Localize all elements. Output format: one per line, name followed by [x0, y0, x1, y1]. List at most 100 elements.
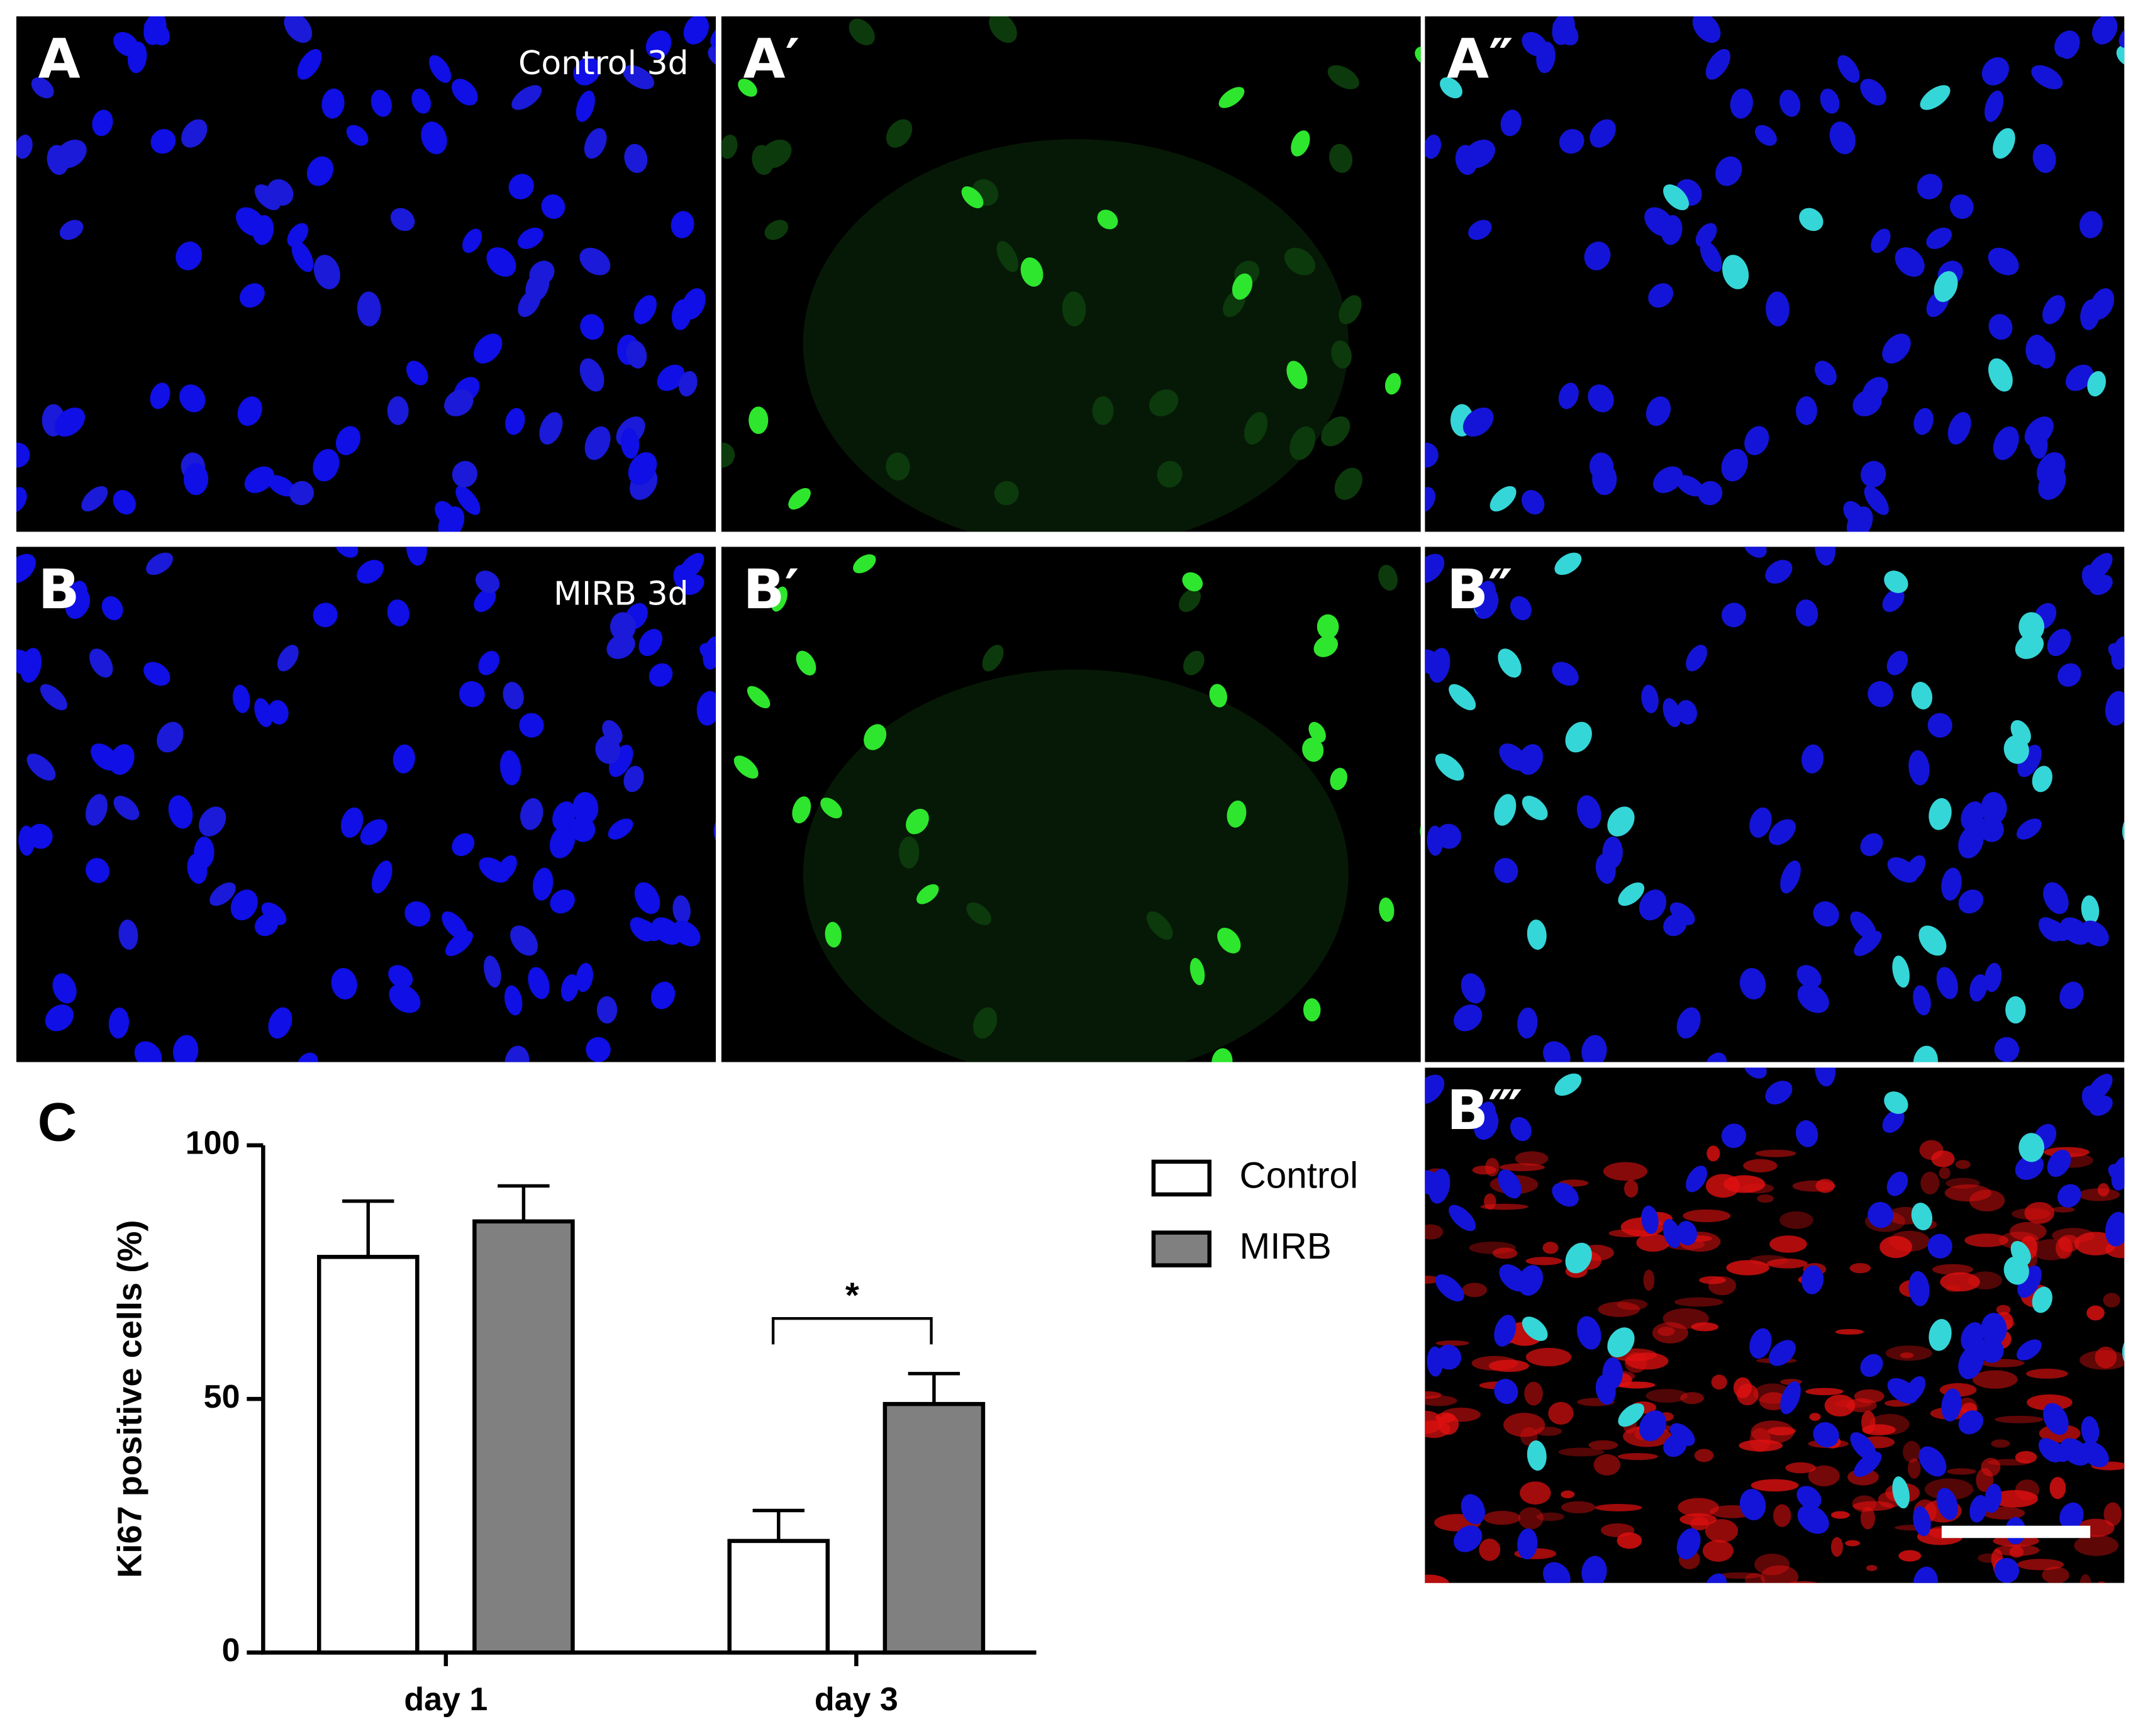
- nucleus: [1705, 1573, 1727, 1583]
- nucleus: [1489, 486, 1517, 512]
- nucleus: [209, 882, 236, 906]
- cytoplasm-stain: [1598, 1301, 1640, 1317]
- nucleus: [1663, 184, 1690, 211]
- nucleus: [634, 882, 660, 915]
- nucleus: [393, 744, 415, 774]
- cytoplasm-stain: [1939, 1167, 1951, 1179]
- nucleus: [1500, 109, 1522, 136]
- nucleus: [1908, 750, 1930, 786]
- nucleus: [442, 911, 468, 940]
- nucleus: [1686, 1166, 1708, 1193]
- nucleus: [267, 475, 296, 497]
- nucleus: [444, 389, 474, 416]
- nucleus: [2081, 895, 2100, 925]
- nucleus: [268, 1007, 292, 1039]
- cytoplasm-stain: [2049, 1477, 2066, 1500]
- nucleus: [1765, 1081, 1793, 1104]
- nucleus: [1461, 973, 1485, 1004]
- nucleus: [1695, 223, 1717, 247]
- cytoplasm-stain: [1593, 1454, 1621, 1476]
- nucleus: [118, 919, 138, 950]
- nucleus: [671, 211, 694, 238]
- nucleus: [113, 796, 140, 820]
- micrograph: A′: [721, 16, 1421, 532]
- nucleus: [1576, 795, 1601, 829]
- nucleus: [1517, 1528, 1538, 1560]
- legend-label: Control: [1239, 1155, 1358, 1196]
- nucleus: [1749, 1328, 1772, 1359]
- cytoplasm-stain: [1787, 1581, 1819, 1583]
- nucleus: [2047, 1149, 2071, 1177]
- nucleus: [1994, 1037, 2020, 1062]
- nucleus: [1183, 650, 1205, 676]
- nucleus: [1639, 889, 1667, 921]
- nucleus: [52, 973, 77, 1004]
- nucleus: [560, 974, 579, 1002]
- cytoplasm-stain: [2051, 1206, 2075, 1213]
- nucleus: [1882, 588, 1905, 613]
- nucleus: [1427, 1346, 1444, 1377]
- cytoplasm-stain: [2074, 1535, 2119, 1556]
- nucleus: [1494, 1315, 1517, 1347]
- nucleus: [1722, 255, 1749, 289]
- nucleus: [2105, 691, 2125, 726]
- nucleus: [2036, 452, 2066, 485]
- cytoplasm-stain: [1483, 1511, 1521, 1525]
- nucleus: [357, 291, 381, 326]
- nucleus: [1850, 1432, 1877, 1461]
- nucleus: [1766, 291, 1790, 326]
- cytoplasm-stain: [1702, 1540, 1734, 1562]
- nucleus: [1926, 227, 1952, 249]
- nucleus: [1929, 1318, 1952, 1351]
- cytoplasm-stain: [1931, 1150, 1955, 1167]
- nucleus: [1602, 1357, 1623, 1389]
- nucleus: [1607, 1327, 1635, 1357]
- cytoplasm-stain: [1866, 1565, 1878, 1571]
- nucleus: [721, 442, 735, 468]
- cytoplasm-stain: [1766, 1258, 1808, 1269]
- nucleus: [2031, 65, 2063, 89]
- nucleus: [677, 553, 704, 581]
- nucleus: [961, 186, 984, 209]
- cytoplasm-stain: [1705, 1519, 1739, 1543]
- error-bar: [498, 1184, 550, 1221]
- cytoplasm-stain: [1945, 1284, 1961, 1293]
- nucleus: [1517, 1007, 1538, 1039]
- nucleus: [1425, 1074, 1445, 1104]
- nucleus: [1892, 955, 1910, 988]
- cytoplasm-stain: [1479, 1538, 1501, 1561]
- nucleus: [296, 1052, 318, 1062]
- cytoplasm-stain: [2015, 1479, 2040, 1501]
- nucleus: [2043, 1403, 2069, 1435]
- nucleus: [849, 18, 875, 45]
- nucleus: [452, 79, 478, 106]
- cytoplasm-stain: [1425, 1391, 1442, 1399]
- nucleus: [2042, 1440, 2069, 1462]
- nucleus: [579, 247, 611, 275]
- cytoplasm-stain: [1755, 1149, 1796, 1157]
- cytoplasm-stain: [2115, 1589, 2134, 1603]
- nucleus: [1705, 1052, 1727, 1062]
- cytoplasm-stain: [1425, 1574, 1449, 1583]
- nucleus: [1796, 965, 1822, 989]
- nucleus: [1911, 1203, 1933, 1230]
- nucleus: [1584, 242, 1611, 270]
- nucleus: [1958, 889, 1984, 914]
- y-tick-label: 0: [222, 1632, 240, 1669]
- nucleus: [1464, 139, 1495, 169]
- cytoplasm-stain: [1757, 1194, 1774, 1203]
- nucleus: [549, 825, 576, 859]
- nucleus: [1815, 547, 1836, 566]
- nucleus: [602, 720, 623, 745]
- nucleus: [1494, 1379, 1518, 1405]
- nucleus: [696, 691, 716, 726]
- cytoplasm-stain: [1779, 1211, 1813, 1229]
- nucleus: [2042, 918, 2069, 942]
- nucleus: [966, 902, 991, 925]
- nucleus: [157, 721, 184, 753]
- nucleus: [1449, 1205, 1476, 1232]
- cytoplasm-stain: [1471, 1588, 1511, 1604]
- nucleus: [1705, 48, 1730, 80]
- nucleus: [1554, 552, 1582, 576]
- nucleus: [1663, 913, 1687, 937]
